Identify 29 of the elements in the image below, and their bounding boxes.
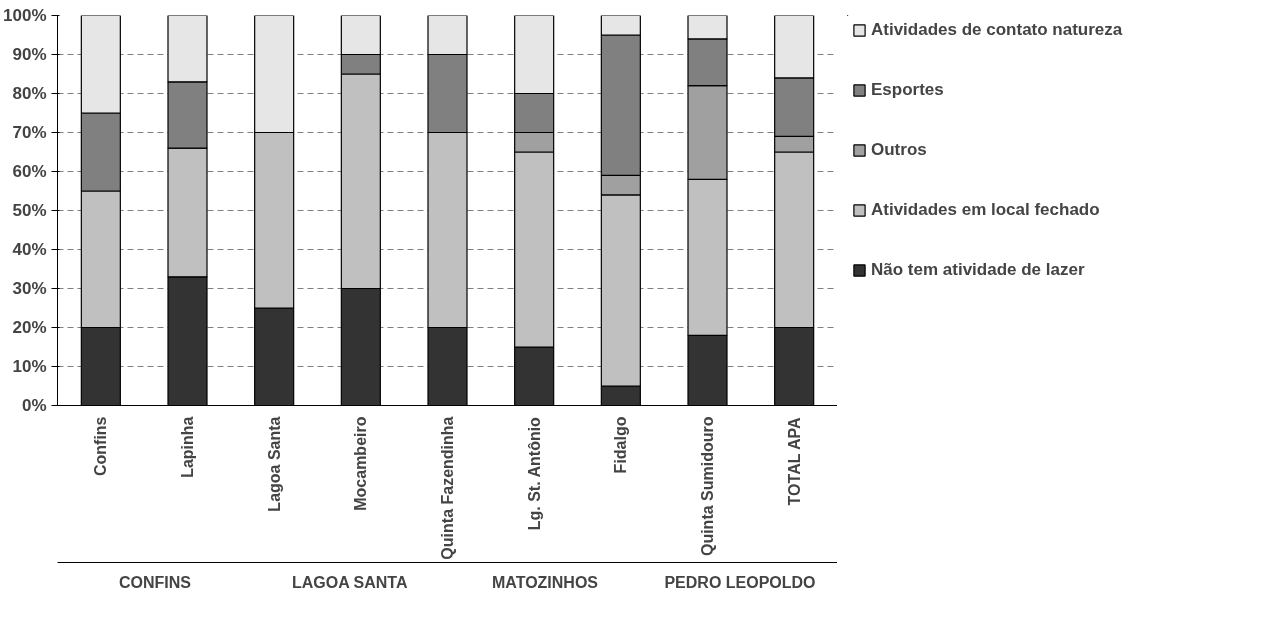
y-tick-label: 0% [21,396,47,415]
y-tick-label: 90% [12,45,47,64]
x-tick-label: Quinta Sumidouro [699,416,716,557]
legend-label: Não tem atividade de lazer [871,260,1085,280]
x-tick-label: Quinta Fazendinha [439,416,456,560]
x-tick-label: Lagoa Santa [265,416,283,512]
y-tick-label: 30% [12,279,47,298]
y-tick-label: 20% [12,318,47,337]
x-tick-label: Lg. St. Antônio [525,416,543,531]
x-tick-label: Lapinha [179,416,196,478]
legend-label: Atividades em local fechado [871,200,1100,220]
legend-label: Atividades de contato natureza [871,20,1123,40]
y-tick-label: 40% [12,240,47,259]
text: MATOZINHOS [491,573,599,591]
text: PEDRO LEOPOLDO [664,573,816,591]
y-tick-label: 70% [12,123,47,142]
x-tick-label: Fidalgo [612,416,630,474]
y-tick-label: 80% [12,84,47,103]
text: CONFINS [119,573,192,591]
x-tick-label: Mocambeiro [352,416,370,511]
y-tick-label: 50% [12,201,47,220]
text: LAGOA SANTA [291,573,408,591]
y-tick-label: 10% [12,357,47,376]
legend-label: Esportes [871,80,944,100]
x-tick-label: TOTAL APA [785,416,803,506]
x-tick-label: Confins [92,416,110,477]
y-tick-label: 100% [3,6,47,25]
legend-label: Outros [871,140,927,160]
y-tick-label: 60% [12,162,47,181]
